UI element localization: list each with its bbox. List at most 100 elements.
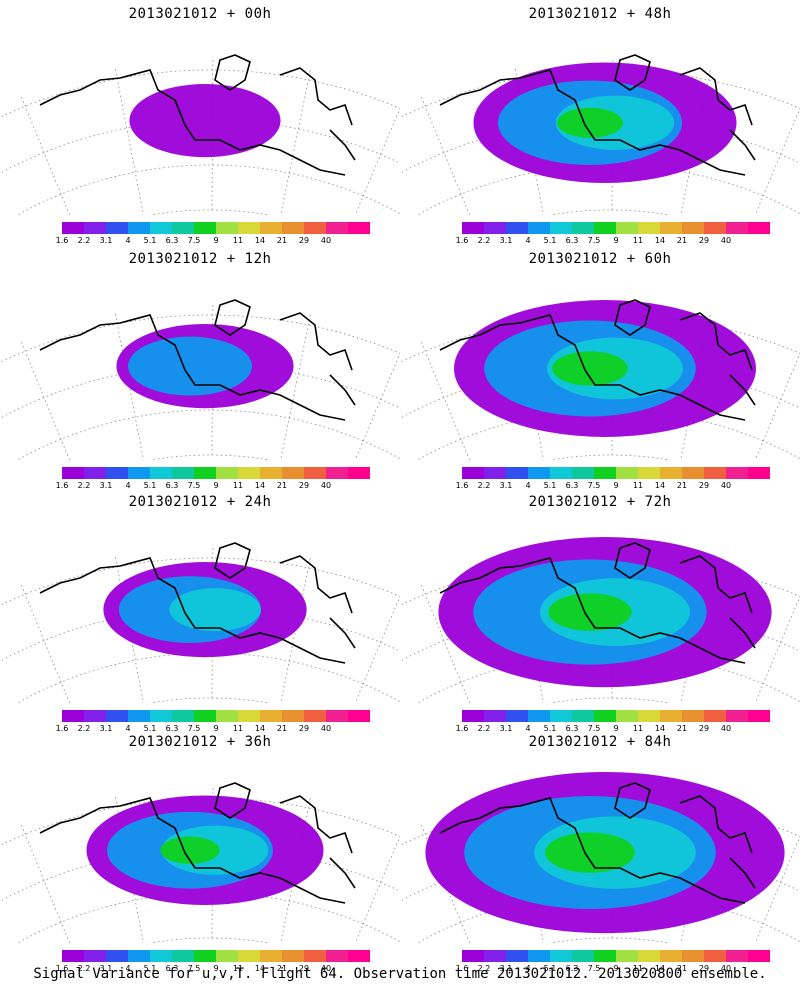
colorbar-label: 7.5 xyxy=(187,236,201,245)
colorbar-label: 40 xyxy=(720,724,732,733)
colorbar-swatch xyxy=(550,710,572,722)
colorbar-swatch xyxy=(348,467,370,479)
colorbar-label: 14 xyxy=(654,964,666,973)
colorbar-swatch xyxy=(528,950,550,962)
colorbar-label: 9 xyxy=(213,236,219,245)
colorbar-swatch xyxy=(616,467,638,479)
colorbar-label: 3.1 xyxy=(99,236,113,245)
colorbar-label: 9 xyxy=(213,724,219,733)
colorbar-label: 5.1 xyxy=(543,964,557,973)
colorbar-swatch xyxy=(682,950,704,962)
colorbar-label: 3.1 xyxy=(99,481,113,490)
colorbar-swatch xyxy=(638,222,660,234)
colorbar-swatch xyxy=(462,467,484,479)
colorbar-label: 4 xyxy=(525,481,531,490)
colorbar-swatch xyxy=(616,710,638,722)
colorbar-swatch xyxy=(748,950,770,962)
colorbar-label: 9 xyxy=(613,724,619,733)
colorbar-label: 5.1 xyxy=(143,724,157,733)
colorbar-label: 2.2 xyxy=(477,481,491,490)
colorbar-swatch xyxy=(260,467,282,479)
colorbar-label: 6.3 xyxy=(565,964,579,973)
map-projection xyxy=(400,537,800,703)
coastline xyxy=(39,542,356,664)
colorbar-label: 9 xyxy=(613,236,619,245)
colorbar-swatch xyxy=(172,467,194,479)
colorbar-swatch xyxy=(62,710,84,722)
variance-contour xyxy=(169,588,261,632)
forecast-panel: 2013021012 + 60h 1.6 2.2 3.1 4 5.1 6.3 7.5 9 11 14… xyxy=(400,245,800,490)
colorbar-swatch xyxy=(462,710,484,722)
colorbar-swatch xyxy=(462,222,484,234)
colorbar-swatch xyxy=(660,710,682,722)
panel-title: 2013021012 + 72h xyxy=(528,494,672,510)
colorbar-label: 5.1 xyxy=(543,236,557,245)
figure-caption: Signal Variance for u,v,T. Flight 64. Ob… xyxy=(33,966,767,982)
colorbar-swatch xyxy=(506,222,528,234)
variance-contour xyxy=(548,593,632,631)
colorbar-swatch xyxy=(726,467,748,479)
panel-title: 2013021012 + 48h xyxy=(528,6,672,22)
colorbar-label: 5.1 xyxy=(543,481,557,490)
colorbar-label: 40 xyxy=(720,236,732,245)
colorbar-label: 11 xyxy=(632,481,644,490)
colorbar-label: 11 xyxy=(632,964,644,973)
colorbar-swatch xyxy=(550,222,572,234)
colorbar-swatch xyxy=(106,950,128,962)
coastline xyxy=(439,299,756,421)
variance-contour xyxy=(129,84,281,158)
forecast-panel: 2013021012 + 72h 1.6 2.2 3.1 4 5.1 6.3 7.5 9 11 14… xyxy=(400,488,800,733)
colorbar-label: 7.5 xyxy=(587,481,601,490)
colorbar-label: 6.3 xyxy=(165,964,179,973)
colorbar-label: 14 xyxy=(654,481,666,490)
colorbar xyxy=(462,467,770,479)
colorbar-swatch xyxy=(594,710,616,722)
colorbar-swatch xyxy=(326,467,348,479)
colorbar-swatch xyxy=(172,222,194,234)
colorbar-label: 9 xyxy=(213,964,219,973)
colorbar-swatch xyxy=(84,710,106,722)
colorbar-swatch xyxy=(506,710,528,722)
colorbar-label: 1.6 xyxy=(455,236,469,245)
forecast-panel: 2013021012 + 00h 1.6 2.2 3.1 4 5.1 6.3 7.5 9 11 14… xyxy=(0,0,400,245)
colorbar-swatch xyxy=(484,710,506,722)
colorbar-swatch xyxy=(616,950,638,962)
colorbar-swatch xyxy=(238,950,260,962)
forecast-panel: 2013021012 + 84h 1.6 2.2 3.1 4 5.1 6.3 7.5 9 11 14… xyxy=(400,728,800,973)
colorbar-label: 11 xyxy=(232,964,244,973)
colorbar-labels: 1.6 2.2 3.1 4 5.1 6.3 7.5 9 11 14 21 29 40 xyxy=(456,481,762,491)
colorbar-swatch xyxy=(594,467,616,479)
colorbar-swatch xyxy=(216,710,238,722)
colorbar-label: 4 xyxy=(525,236,531,245)
colorbar-label: 9 xyxy=(613,964,619,973)
colorbar-label: 29 xyxy=(298,481,310,490)
colorbar-swatch xyxy=(238,467,260,479)
panel-title: 2013021012 + 12h xyxy=(128,251,272,267)
colorbar xyxy=(462,222,770,234)
colorbar-label: 1.6 xyxy=(455,481,469,490)
colorbar-swatch xyxy=(150,710,172,722)
variance-field xyxy=(454,300,756,437)
colorbar-swatch xyxy=(682,467,704,479)
forecast-panel: 2013021012 + 36h 1.6 2.2 3.1 4 5.1 6.3 7.5 9 11 14… xyxy=(0,728,400,973)
colorbar-swatch xyxy=(528,467,550,479)
colorbar-swatch xyxy=(128,950,150,962)
colorbar-label: 29 xyxy=(298,724,310,733)
colorbar-swatch xyxy=(194,950,216,962)
colorbar-swatch xyxy=(282,950,304,962)
variance-contour xyxy=(160,836,220,864)
colorbar-label: 3.1 xyxy=(99,724,113,733)
colorbar-label: 40 xyxy=(320,236,332,245)
colorbar-labels: 1.6 2.2 3.1 4 5.1 6.3 7.5 9 11 14 21 29 40 xyxy=(456,236,762,246)
colorbar-swatch xyxy=(326,222,348,234)
colorbar-label: 14 xyxy=(654,236,666,245)
colorbar-label: 4 xyxy=(525,724,531,733)
colorbar-swatch xyxy=(704,710,726,722)
forecast-panel: 2013021012 + 24h 1.6 2.2 3.1 4 5.1 6.3 7.5 9 11 14… xyxy=(0,488,400,733)
colorbar-swatch xyxy=(216,222,238,234)
colorbar-label: 14 xyxy=(254,481,266,490)
graticule xyxy=(400,305,800,460)
variance-contour xyxy=(552,351,628,386)
colorbar-swatch xyxy=(550,467,572,479)
colorbar-swatch xyxy=(660,222,682,234)
